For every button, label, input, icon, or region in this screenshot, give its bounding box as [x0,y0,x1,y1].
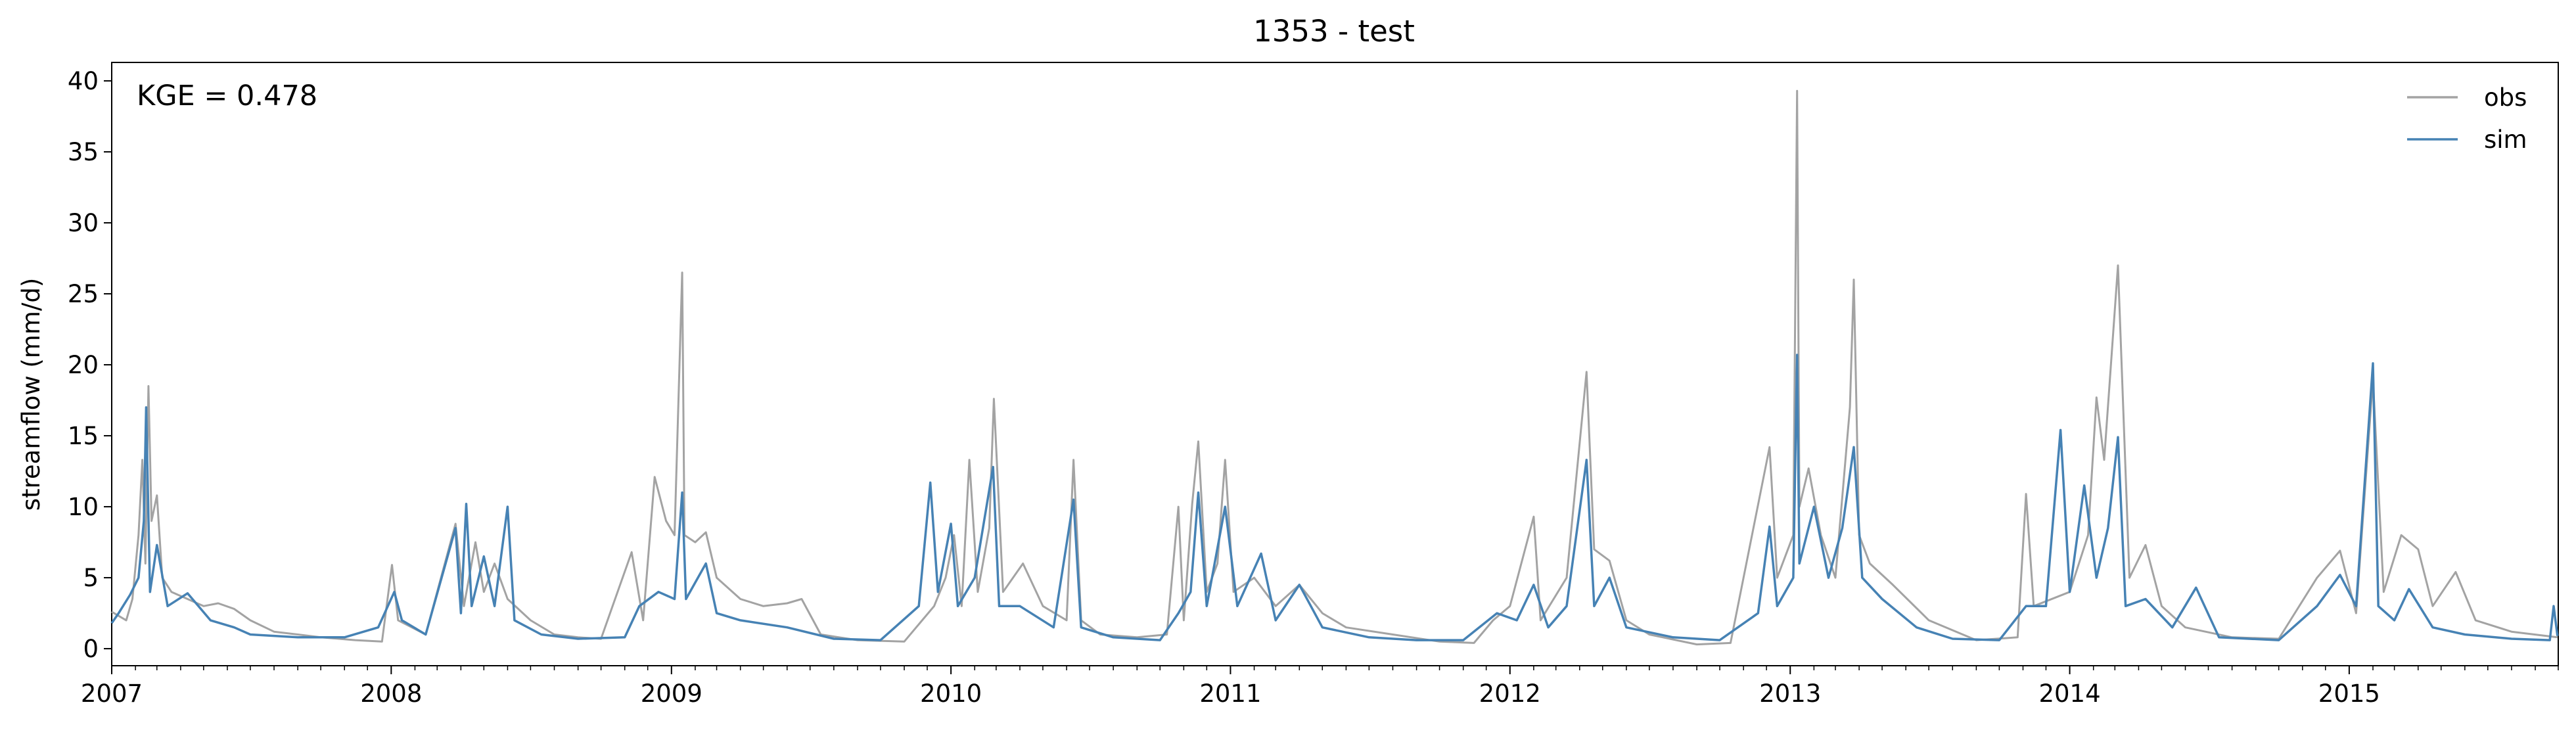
plot-frame [111,62,2559,666]
y-tick-label: 40 [68,67,99,95]
y-tick-label: 35 [68,138,99,166]
legend-label-obs: obs [2484,83,2527,112]
legend: obs sim [2407,83,2527,154]
x-tick-label: 2013 [1759,680,1821,708]
kge-annotation: KGE = 0.478 [137,80,317,112]
x-tick-label: 2012 [1479,680,1541,708]
series-lines [110,89,2559,646]
x-tick-label: 2009 [641,680,702,708]
y-tick-label: 25 [68,280,99,308]
series-line-sim [110,354,2559,641]
axes: 0 5 10 15 20 25 30 35 40 2007 2008 2009 2010 2011 2012… [68,62,2559,708]
legend-label-sim: sim [2484,126,2527,154]
y-tick-label: 15 [68,422,99,450]
y-tick-label: 10 [68,493,99,521]
x-tick-label: 2014 [2038,680,2100,708]
x-tick-label: 2015 [2318,680,2380,708]
x-tick-label: 2007 [81,680,143,708]
x-tick-label: 2008 [360,680,422,708]
y-tick-label: 0 [83,635,99,663]
y-tick-label: 5 [83,564,99,592]
y-tick-label: 30 [68,209,99,237]
y-axis-label: streamflow (mm/d) [17,278,45,511]
x-tick-label: 2011 [1199,680,1261,708]
x-tick-label: 2010 [920,680,982,708]
chart-title: 1353 - test [1253,14,1415,49]
series-line-obs [111,89,2558,646]
y-tick-label: 20 [68,351,99,379]
